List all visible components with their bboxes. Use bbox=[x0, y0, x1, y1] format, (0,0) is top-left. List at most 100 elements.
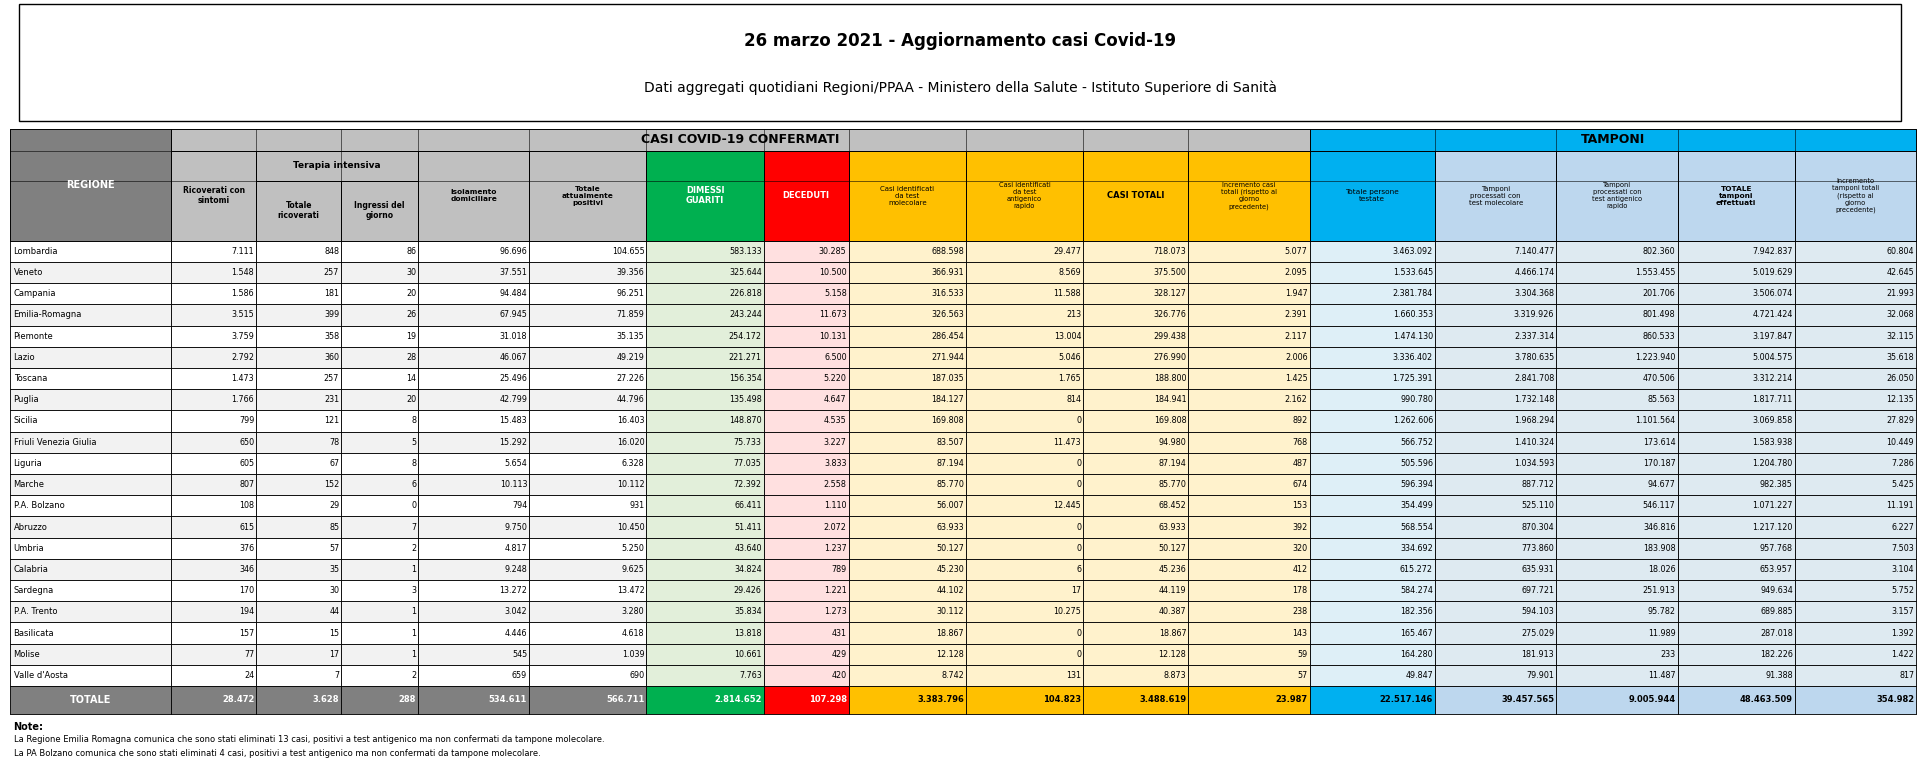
Bar bbox=[1678, 151, 1795, 241]
Bar bbox=[1188, 686, 1309, 714]
Bar bbox=[1188, 431, 1309, 453]
Bar bbox=[1678, 151, 1795, 241]
Bar bbox=[171, 129, 1309, 151]
Bar bbox=[1083, 368, 1188, 389]
Text: 29.477: 29.477 bbox=[1054, 246, 1081, 256]
Bar bbox=[1188, 558, 1309, 580]
Bar bbox=[1188, 304, 1309, 325]
Bar bbox=[171, 580, 255, 601]
Bar bbox=[1309, 558, 1434, 580]
Bar bbox=[647, 601, 764, 622]
Text: 35.135: 35.135 bbox=[616, 332, 645, 341]
Bar bbox=[1678, 665, 1795, 686]
Bar bbox=[1557, 558, 1678, 580]
Bar bbox=[1309, 151, 1434, 241]
Bar bbox=[647, 453, 764, 474]
Text: 7.763: 7.763 bbox=[739, 671, 762, 680]
Bar bbox=[849, 151, 966, 241]
Bar bbox=[849, 347, 966, 368]
Text: 12.128: 12.128 bbox=[937, 650, 964, 659]
Text: 25.496: 25.496 bbox=[499, 374, 528, 383]
Text: Emilia-Romagna: Emilia-Romagna bbox=[13, 310, 83, 320]
Bar bbox=[171, 129, 1309, 151]
Text: 7.140.477: 7.140.477 bbox=[1513, 246, 1555, 256]
Bar bbox=[1557, 241, 1678, 262]
Bar bbox=[1083, 665, 1188, 686]
Text: 3.628: 3.628 bbox=[313, 696, 340, 704]
Bar bbox=[342, 283, 419, 304]
Bar bbox=[849, 665, 966, 686]
Bar bbox=[171, 304, 255, 325]
Text: 566.711: 566.711 bbox=[607, 696, 645, 704]
Text: Tamponi
processati con
test molecolare: Tamponi processati con test molecolare bbox=[1469, 186, 1523, 206]
Bar bbox=[647, 325, 764, 347]
Bar bbox=[419, 151, 530, 241]
Text: 6: 6 bbox=[1077, 565, 1081, 574]
Bar bbox=[764, 262, 849, 283]
Text: 86: 86 bbox=[405, 246, 417, 256]
Text: 5.654: 5.654 bbox=[505, 459, 528, 468]
Bar bbox=[419, 389, 530, 410]
Bar bbox=[1083, 601, 1188, 622]
Text: 83.507: 83.507 bbox=[937, 438, 964, 447]
Text: 287.018: 287.018 bbox=[1761, 629, 1793, 637]
Text: 2.558: 2.558 bbox=[824, 480, 847, 489]
Text: La Regione Emilia Romagna comunica che sono stati eliminati 13 casi, positivi a : La Regione Emilia Romagna comunica che s… bbox=[13, 736, 605, 744]
Bar bbox=[171, 283, 255, 304]
Bar bbox=[1309, 622, 1434, 644]
Text: Liguria: Liguria bbox=[13, 459, 42, 468]
Text: 7: 7 bbox=[411, 523, 417, 531]
Bar bbox=[1083, 580, 1188, 601]
Bar bbox=[1083, 622, 1188, 644]
Bar bbox=[1434, 410, 1557, 431]
Bar bbox=[1795, 304, 1916, 325]
Text: 39.457.565: 39.457.565 bbox=[1501, 696, 1555, 704]
Text: 238: 238 bbox=[1292, 608, 1308, 616]
Bar bbox=[1678, 347, 1795, 368]
Bar bbox=[849, 622, 966, 644]
Bar bbox=[1557, 495, 1678, 516]
Bar bbox=[966, 431, 1083, 453]
Text: 24: 24 bbox=[244, 671, 253, 680]
Text: 1.474.130: 1.474.130 bbox=[1392, 332, 1432, 341]
Text: Casi identificati
da test
molecolare: Casi identificati da test molecolare bbox=[879, 186, 935, 206]
Bar bbox=[530, 474, 647, 495]
Bar bbox=[849, 558, 966, 580]
Text: 3.157: 3.157 bbox=[1891, 608, 1914, 616]
Bar bbox=[1678, 304, 1795, 325]
Text: 75.733: 75.733 bbox=[733, 438, 762, 447]
Bar bbox=[342, 241, 419, 262]
Text: 0: 0 bbox=[1077, 629, 1081, 637]
Text: 9.005.944: 9.005.944 bbox=[1628, 696, 1676, 704]
Text: 7.942.837: 7.942.837 bbox=[1753, 246, 1793, 256]
Text: 2.391: 2.391 bbox=[1284, 310, 1308, 320]
Bar bbox=[1434, 151, 1557, 241]
Bar bbox=[647, 537, 764, 558]
Bar bbox=[342, 410, 419, 431]
Bar bbox=[1309, 151, 1434, 241]
Text: 28.472: 28.472 bbox=[223, 696, 253, 704]
Text: 2.162: 2.162 bbox=[1284, 395, 1308, 404]
Bar bbox=[647, 368, 764, 389]
Bar bbox=[1557, 368, 1678, 389]
Bar bbox=[255, 537, 342, 558]
Text: 28: 28 bbox=[405, 353, 417, 362]
Text: 354.499: 354.499 bbox=[1400, 502, 1432, 510]
Bar bbox=[1309, 453, 1434, 474]
Bar bbox=[1188, 410, 1309, 431]
Text: 0: 0 bbox=[1077, 480, 1081, 489]
Bar bbox=[1188, 368, 1309, 389]
Bar bbox=[1434, 262, 1557, 283]
Text: 659: 659 bbox=[513, 671, 528, 680]
Bar bbox=[1083, 537, 1188, 558]
Bar bbox=[1678, 686, 1795, 714]
Bar bbox=[1557, 601, 1678, 622]
Bar bbox=[764, 241, 849, 262]
Bar bbox=[966, 580, 1083, 601]
Bar bbox=[1434, 151, 1557, 241]
Text: 30.112: 30.112 bbox=[937, 608, 964, 616]
Text: 19: 19 bbox=[405, 332, 417, 341]
Bar bbox=[1434, 558, 1557, 580]
Text: 2: 2 bbox=[411, 544, 417, 553]
Text: 2: 2 bbox=[411, 671, 417, 680]
